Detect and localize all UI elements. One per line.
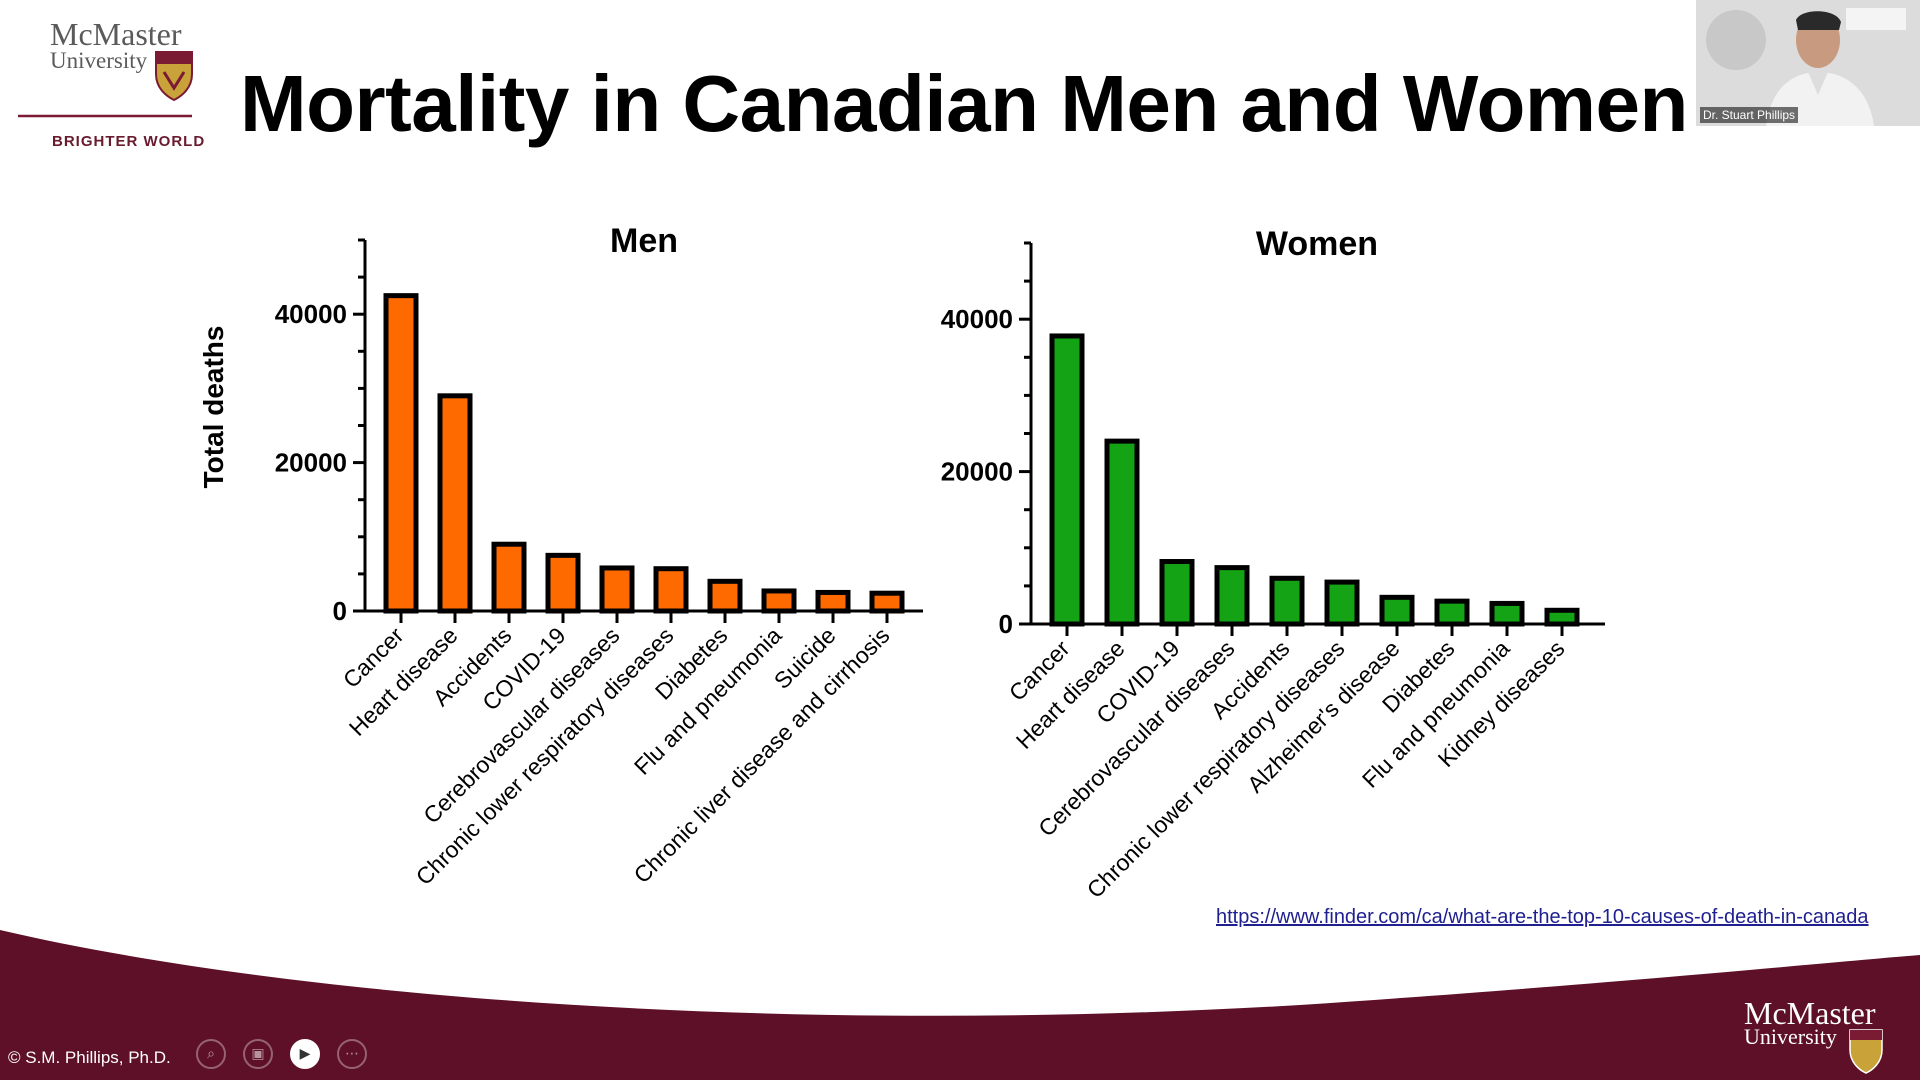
bar: [1214, 565, 1250, 627]
bar: [869, 590, 905, 614]
source-link[interactable]: https://www.finder.com/ca/what-are-the-t…: [1216, 906, 1869, 928]
mcmaster-logo-top: McMaster University BRIGHTER WORLD: [18, 16, 205, 150]
bar: [1269, 575, 1305, 627]
y-tick-label: 40000: [941, 304, 1013, 334]
logo-line1: McMaster: [50, 16, 182, 52]
bar: [599, 565, 635, 614]
bar: [1434, 598, 1470, 627]
logo-bottom-line1: McMaster: [1744, 995, 1876, 1031]
bar: [1544, 607, 1580, 627]
y-tick-label: 20000: [275, 448, 347, 478]
bar: [437, 393, 473, 614]
bar: [815, 589, 851, 614]
bar: [707, 578, 743, 614]
bar: [1379, 594, 1415, 627]
bar: [653, 566, 689, 614]
camera-icon[interactable]: ▶: [290, 1039, 320, 1069]
y-axis-label: Total deaths: [198, 326, 229, 489]
bar: [383, 293, 419, 614]
bar: [1159, 559, 1195, 627]
chart-title: Men: [610, 222, 678, 260]
bar: [491, 541, 527, 614]
slide-title: Mortality in Canadian Men and Women: [240, 59, 1688, 148]
crest-icon: [155, 51, 193, 102]
presenter-label: © S.M. Phillips, Ph.D.: [8, 1048, 171, 1067]
bar: [1049, 333, 1085, 627]
speaker-name: Dr. Stuart Phillips: [1700, 107, 1799, 123]
logo-bottom-line2: University: [1744, 1024, 1837, 1049]
y-tick-label: 40000: [275, 299, 347, 329]
crest-icon: [1849, 1029, 1883, 1074]
y-tick-label: 0: [999, 609, 1013, 639]
y-tick-label: 20000: [941, 457, 1013, 487]
speaker-video-tile[interactable]: Dr. Stuart Phillips: [1696, 0, 1920, 126]
more-icon[interactable]: ⋯: [337, 1039, 367, 1069]
bar: [1104, 438, 1140, 627]
chart-title: Women: [1256, 225, 1378, 263]
footer-band: [0, 930, 1920, 1080]
bar: [1489, 600, 1525, 627]
mcmaster-logo-bottom: McMaster University: [1744, 995, 1883, 1074]
bar: [761, 588, 797, 614]
bar: [1324, 579, 1360, 627]
search-icon[interactable]: ⌕: [196, 1039, 226, 1069]
screen-icon[interactable]: ▣: [243, 1039, 273, 1069]
bar: [545, 552, 581, 614]
logo-line2: University: [50, 48, 148, 73]
logo-tagline: BRIGHTER WORLD: [52, 133, 205, 150]
y-tick-label: 0: [333, 596, 347, 626]
